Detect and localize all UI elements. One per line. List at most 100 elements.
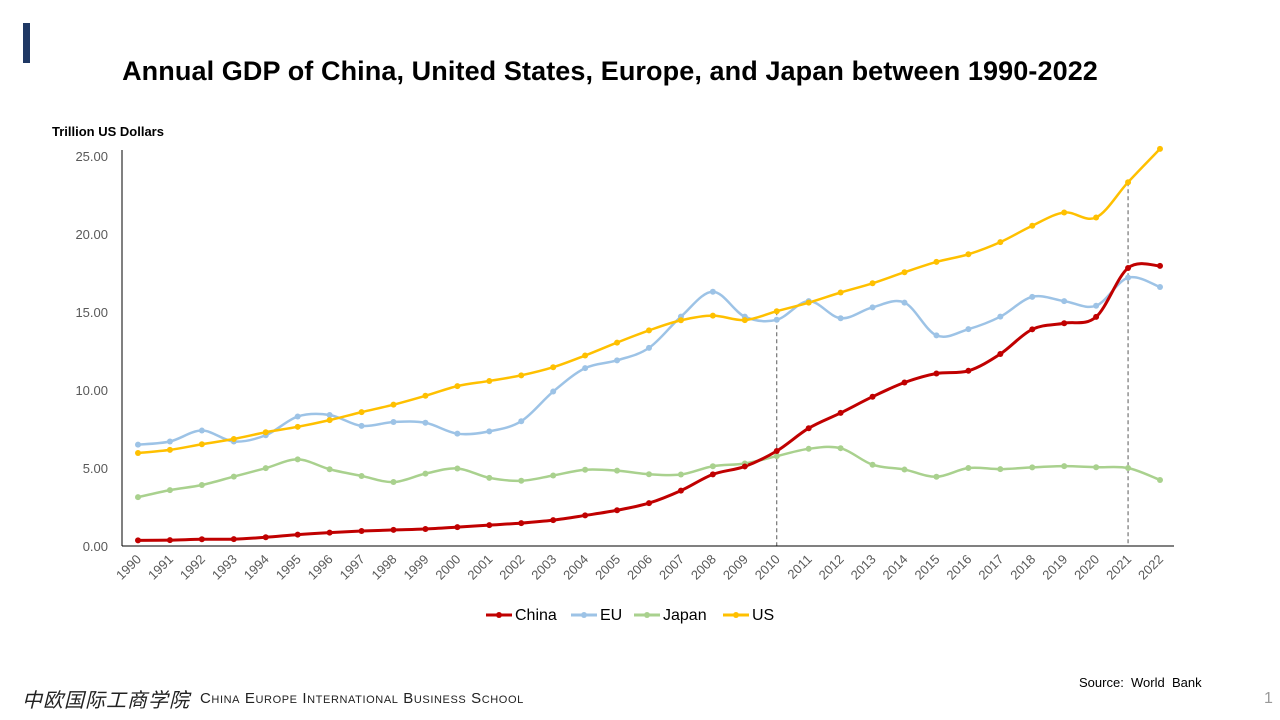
data-point-eu-2003 xyxy=(550,388,557,395)
data-point-us-2021 xyxy=(1125,179,1132,186)
legend-marker-japan xyxy=(644,612,650,618)
data-point-china-2006 xyxy=(646,500,652,507)
data-point-japan-2011 xyxy=(805,445,812,452)
data-point-japan-2019 xyxy=(1061,463,1068,470)
data-point-china-2011 xyxy=(805,425,812,432)
data-point-china-2000 xyxy=(454,524,461,531)
data-point-japan-1993 xyxy=(230,473,237,480)
data-point-china-2019 xyxy=(1061,320,1068,327)
data-point-eu-1995 xyxy=(294,413,301,420)
chart-title: Annual GDP of China, United States, Euro… xyxy=(122,56,1098,86)
data-point-us-1990 xyxy=(135,450,141,457)
data-point-us-2001 xyxy=(486,377,493,384)
data-point-us-2007 xyxy=(677,317,684,324)
x-tick-label: 2017 xyxy=(975,552,1006,583)
data-point-china-2012 xyxy=(837,409,844,416)
data-point-china-1999 xyxy=(422,525,429,532)
data-point-us-2016 xyxy=(965,251,972,258)
x-tick-label: 2021 xyxy=(1103,552,1134,583)
data-point-japan-1998 xyxy=(390,479,397,486)
data-point-china-2015 xyxy=(933,370,940,377)
data-point-eu-2005 xyxy=(614,357,621,364)
data-point-eu-2013 xyxy=(869,304,876,311)
data-point-eu-2001 xyxy=(486,428,493,435)
x-tick-label: 2001 xyxy=(464,552,495,583)
data-point-eu-2006 xyxy=(646,344,652,351)
data-point-eu-2014 xyxy=(901,299,908,306)
data-point-us-1997 xyxy=(358,409,365,416)
data-point-china-2020 xyxy=(1093,313,1100,320)
x-tick-label: 1990 xyxy=(113,552,144,583)
data-point-japan-1991 xyxy=(166,487,173,494)
legend-marker-china xyxy=(496,612,502,618)
data-point-china-1993 xyxy=(230,536,237,543)
data-point-us-2004 xyxy=(582,352,589,359)
data-point-china-2021 xyxy=(1125,265,1132,272)
data-point-us-2014 xyxy=(901,269,908,276)
data-point-japan-1995 xyxy=(294,456,301,463)
data-point-us-1994 xyxy=(262,429,269,436)
logo-chinese-text: 中欧国际工商学院 xyxy=(22,687,190,712)
data-point-china-2013 xyxy=(869,393,876,400)
data-point-japan-2015 xyxy=(933,473,940,480)
data-point-eu-2004 xyxy=(582,365,589,372)
x-tick-label: 1991 xyxy=(145,552,176,583)
data-point-japan-2014 xyxy=(901,466,908,473)
data-point-eu-2016 xyxy=(965,326,972,333)
data-point-us-2002 xyxy=(518,372,525,379)
data-point-china-1991 xyxy=(166,537,173,544)
data-point-japan-2001 xyxy=(486,474,493,481)
data-point-japan-2010 xyxy=(773,453,780,460)
data-point-eu-1998 xyxy=(390,418,397,425)
x-tick-label: 1993 xyxy=(209,552,240,583)
legend-label-us: US xyxy=(752,607,774,624)
legend-label-china: China xyxy=(515,607,557,624)
data-point-eu-2022 xyxy=(1157,284,1163,291)
data-point-us-2015 xyxy=(933,258,940,265)
data-point-eu-2019 xyxy=(1061,298,1068,305)
data-point-us-2020 xyxy=(1093,214,1100,221)
legend-marker-us xyxy=(733,612,739,618)
page-number: 1 xyxy=(1264,690,1273,707)
data-point-us-2005 xyxy=(614,339,621,346)
x-tick-label: 2004 xyxy=(560,552,591,583)
data-point-japan-2016 xyxy=(965,465,972,471)
data-point-japan-2013 xyxy=(869,461,876,468)
data-point-us-1998 xyxy=(390,401,397,408)
data-point-eu-1990 xyxy=(135,441,141,448)
data-point-us-2022 xyxy=(1157,145,1163,152)
ceibs-logo: 中欧国际工商学院 China Europe International Busi… xyxy=(22,686,524,712)
data-point-eu-2008 xyxy=(709,288,716,295)
x-tick-label: 2009 xyxy=(720,552,751,583)
x-tick-label: 2003 xyxy=(528,552,559,583)
x-tick-label: 2007 xyxy=(656,552,687,583)
data-point-eu-2012 xyxy=(837,315,844,322)
data-point-us-2011 xyxy=(805,299,812,306)
x-tick-label: 1999 xyxy=(401,552,432,583)
data-point-eu-2000 xyxy=(454,430,461,437)
data-point-us-2017 xyxy=(997,239,1004,246)
data-point-china-1994 xyxy=(262,534,269,541)
data-point-japan-2022 xyxy=(1157,477,1163,484)
data-point-japan-2012 xyxy=(837,445,844,452)
data-point-japan-2017 xyxy=(997,466,1004,473)
data-point-us-2006 xyxy=(646,327,652,334)
y-axis-label: Trillion US Dollars xyxy=(52,124,164,139)
x-tick-label: 2022 xyxy=(1135,552,1166,583)
legend-label-eu: EU xyxy=(600,607,622,624)
data-point-us-1991 xyxy=(166,446,173,453)
data-point-china-1996 xyxy=(326,529,333,536)
data-point-us-1996 xyxy=(326,417,333,424)
y-tick-label: 20.00 xyxy=(75,227,108,242)
data-point-eu-2010 xyxy=(773,316,780,323)
data-point-us-1995 xyxy=(294,423,301,430)
x-tick-label: 1994 xyxy=(241,552,272,583)
y-tick-label: 15.00 xyxy=(75,305,108,320)
data-point-eu-2018 xyxy=(1029,293,1036,300)
data-point-us-2010 xyxy=(773,308,780,315)
data-point-eu-2020 xyxy=(1093,302,1100,309)
data-point-china-2010 xyxy=(773,447,780,454)
x-tick-label: 1997 xyxy=(337,552,368,583)
data-point-us-2012 xyxy=(837,289,844,296)
series-line-china xyxy=(137,262,1161,542)
